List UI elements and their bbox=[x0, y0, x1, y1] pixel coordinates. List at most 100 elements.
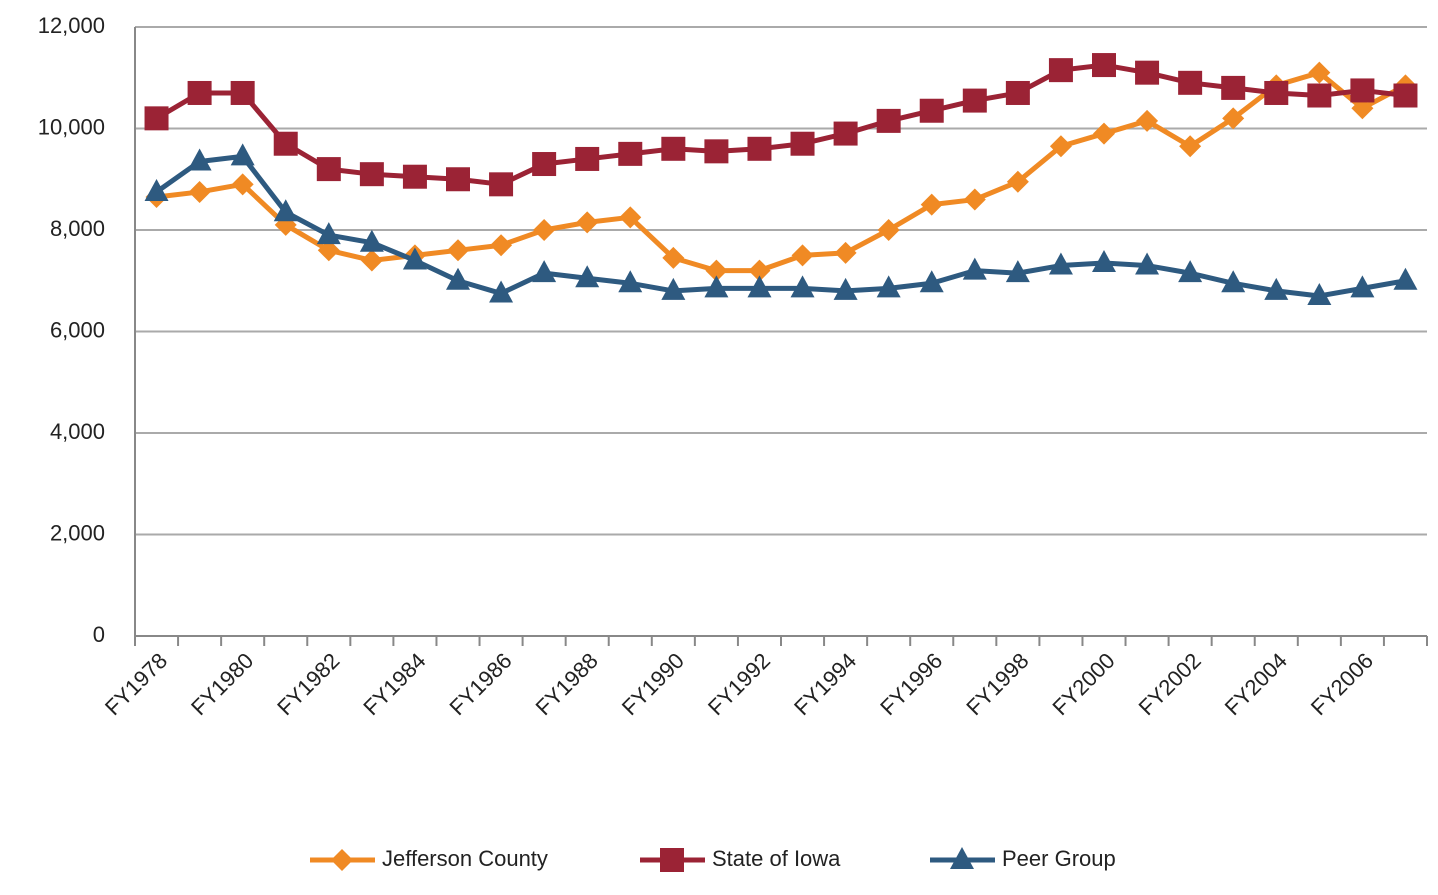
y-tick-label: 0 bbox=[93, 622, 105, 647]
marker bbox=[331, 849, 353, 871]
y-tick-label: 10,000 bbox=[38, 114, 105, 139]
legend-label: Peer Group bbox=[1002, 846, 1116, 871]
marker bbox=[446, 267, 470, 290]
x-tick-label: FY1986 bbox=[445, 648, 517, 720]
marker bbox=[188, 180, 211, 203]
marker bbox=[144, 106, 169, 131]
marker bbox=[962, 88, 987, 113]
y-tick-label: 6,000 bbox=[50, 317, 105, 342]
marker bbox=[833, 121, 858, 146]
marker bbox=[704, 139, 729, 164]
marker bbox=[489, 172, 514, 197]
marker bbox=[187, 80, 212, 105]
marker bbox=[231, 173, 254, 196]
marker bbox=[1393, 267, 1418, 290]
marker bbox=[1093, 122, 1115, 145]
marker bbox=[446, 167, 470, 192]
marker bbox=[618, 270, 643, 293]
marker bbox=[660, 848, 684, 872]
marker bbox=[533, 219, 556, 241]
x-tick-label: FY1988 bbox=[531, 648, 603, 720]
marker bbox=[833, 277, 858, 300]
y-tick-label: 2,000 bbox=[50, 520, 105, 545]
series-line bbox=[155, 62, 1406, 187]
marker bbox=[490, 234, 513, 257]
marker bbox=[1351, 97, 1374, 120]
marker bbox=[273, 199, 298, 222]
y-tick-label: 4,000 bbox=[50, 419, 105, 444]
marker bbox=[1264, 80, 1289, 105]
marker bbox=[230, 80, 255, 105]
series-line bbox=[155, 153, 1406, 299]
marker bbox=[876, 275, 901, 298]
marker bbox=[1092, 249, 1116, 272]
legend-label: Jefferson County bbox=[382, 846, 548, 871]
marker bbox=[489, 280, 514, 303]
marker bbox=[1048, 58, 1073, 83]
x-tick-label: FY1982 bbox=[272, 648, 344, 720]
marker bbox=[359, 229, 384, 252]
marker bbox=[1092, 53, 1116, 78]
x-tick-label: FY1992 bbox=[703, 648, 775, 720]
y-tick-label: 12,000 bbox=[38, 13, 105, 38]
x-tick-label: FY1990 bbox=[617, 648, 689, 720]
x-tick-label: FY1994 bbox=[789, 648, 861, 720]
marker bbox=[360, 249, 383, 272]
marker bbox=[963, 188, 986, 211]
marker bbox=[230, 143, 255, 166]
marker bbox=[1308, 61, 1331, 84]
marker bbox=[1350, 275, 1375, 298]
marker bbox=[1221, 75, 1246, 100]
marker bbox=[661, 136, 686, 161]
marker bbox=[1222, 107, 1245, 130]
marker bbox=[359, 162, 384, 187]
legend-label: State of Iowa bbox=[712, 846, 841, 871]
marker bbox=[1135, 252, 1160, 275]
marker bbox=[273, 131, 298, 156]
marker bbox=[1048, 252, 1073, 275]
marker bbox=[618, 141, 643, 166]
marker bbox=[1005, 260, 1030, 283]
marker bbox=[1307, 282, 1332, 305]
x-tick-label: FY2004 bbox=[1220, 648, 1292, 720]
marker bbox=[1179, 135, 1202, 158]
marker bbox=[1005, 80, 1030, 105]
marker bbox=[705, 259, 728, 282]
marker bbox=[576, 211, 599, 234]
marker bbox=[1135, 60, 1160, 85]
marker bbox=[790, 131, 815, 156]
marker bbox=[402, 247, 427, 270]
marker bbox=[1136, 109, 1159, 132]
marker bbox=[790, 275, 815, 298]
x-tick-label: FY1978 bbox=[100, 648, 172, 720]
marker bbox=[919, 270, 944, 293]
marker bbox=[1264, 277, 1289, 300]
x-tick-label: FY1980 bbox=[186, 648, 258, 720]
x-tick-label: FY2002 bbox=[1134, 648, 1206, 720]
x-tick-label: FY1996 bbox=[875, 648, 947, 720]
marker bbox=[748, 259, 771, 282]
marker bbox=[575, 146, 600, 171]
marker bbox=[877, 219, 900, 241]
marker bbox=[962, 257, 987, 280]
marker bbox=[1221, 270, 1246, 293]
x-tick-label: FY2000 bbox=[1047, 648, 1119, 720]
marker bbox=[1178, 70, 1203, 95]
marker bbox=[619, 206, 642, 229]
marker bbox=[919, 98, 944, 123]
marker bbox=[876, 108, 901, 133]
marker bbox=[187, 148, 212, 171]
marker bbox=[316, 222, 341, 245]
marker bbox=[747, 275, 772, 298]
marker bbox=[662, 246, 685, 269]
marker bbox=[402, 164, 427, 189]
marker bbox=[834, 241, 857, 264]
marker bbox=[532, 152, 557, 177]
marker bbox=[532, 260, 557, 283]
marker bbox=[950, 847, 974, 869]
marker bbox=[144, 178, 169, 201]
marker bbox=[1307, 83, 1332, 108]
x-tick-label: FY1984 bbox=[358, 648, 430, 720]
marker bbox=[920, 193, 943, 216]
